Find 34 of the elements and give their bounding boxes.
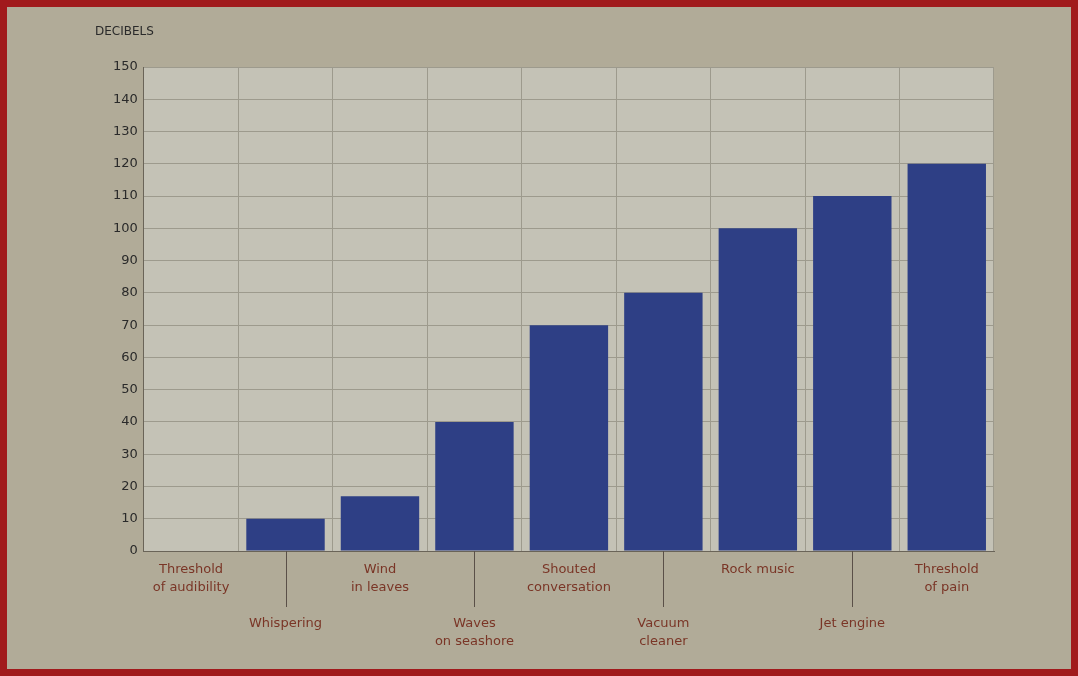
x-tick-label: Rock music [721, 561, 795, 577]
x-tick-label: Wind in leaves [350, 561, 410, 595]
x-tick-label: Threshold of audibility [152, 561, 230, 595]
bar [340, 496, 420, 551]
bar [718, 228, 798, 551]
y-tick-label: 90 [121, 251, 138, 267]
x-tick-label: Whispering [248, 615, 323, 631]
y-tick-label: 20 [121, 477, 138, 493]
x-tick-label: Jet engine [818, 615, 886, 631]
x-tick-label: Shouted conversation [526, 561, 611, 595]
y-tick-label: 130 [112, 122, 138, 138]
y-tick-label: 80 [121, 284, 138, 300]
x-tick-label: Vacuum cleaner [637, 615, 690, 649]
y-tick-label: 10 [121, 510, 138, 526]
x-tick-label: Threshold of pain [913, 561, 979, 595]
bar [624, 292, 703, 551]
y-tick-label: 50 [121, 381, 138, 397]
bar [246, 518, 325, 551]
y-tick-label: 0 [129, 542, 138, 558]
y-tick-label: 30 [121, 445, 138, 461]
x-tick-label: Waves on seashore [434, 615, 514, 649]
y-tick-label: 60 [121, 348, 138, 364]
y-tick-label: 40 [121, 413, 138, 429]
y-tick-label: 150 [112, 58, 138, 74]
bar [529, 325, 609, 551]
bar [813, 196, 892, 551]
y-axis-title: DECIBELS [95, 24, 154, 39]
y-tick-label: 70 [121, 316, 138, 332]
y-tick-label: 140 [112, 90, 138, 106]
bar [907, 163, 986, 551]
y-tick-label: 100 [112, 219, 138, 235]
y-tick-label: 110 [112, 187, 138, 203]
y-tick-label: 120 [112, 155, 138, 171]
bar [435, 421, 514, 551]
